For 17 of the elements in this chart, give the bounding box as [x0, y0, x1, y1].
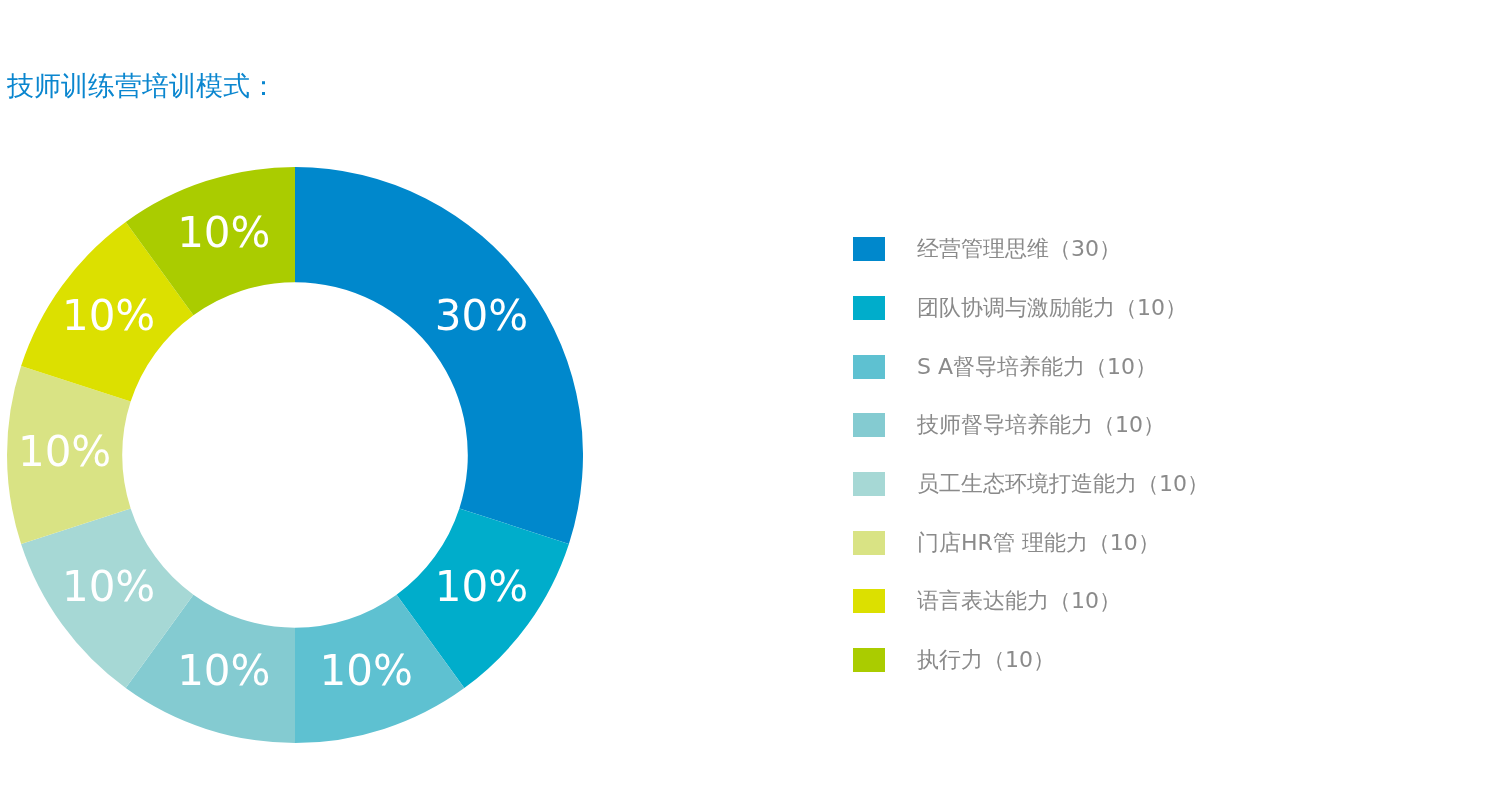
legend-label: 团队协调与激励能力（10）	[917, 294, 1187, 323]
legend-label: S A督导培养能力（10）	[917, 352, 1158, 381]
legend-label: 员工生态环境打造能力（10）	[917, 470, 1209, 499]
data-label: 10%	[177, 646, 271, 696]
data-label: 10%	[434, 562, 529, 612]
chart-title: 技师训练营培训模式：	[7, 69, 277, 103]
data-label: 30%	[434, 291, 529, 341]
legend-label: 技师督导培养能力（10）	[917, 411, 1165, 440]
data-label: 10%	[17, 426, 112, 476]
legend-label: 语言表达能力（10）	[917, 587, 1121, 616]
data-label: 10%	[319, 646, 413, 696]
data-label: 10%	[61, 562, 156, 612]
legend-label: 经营管理思维（30）	[917, 235, 1121, 264]
data-label: 10%	[177, 207, 271, 257]
legend-label: 执行力（10）	[917, 646, 1055, 675]
data-label: 10%	[61, 291, 156, 341]
legend-label: 门店HR管 理能力（10）	[917, 528, 1160, 557]
